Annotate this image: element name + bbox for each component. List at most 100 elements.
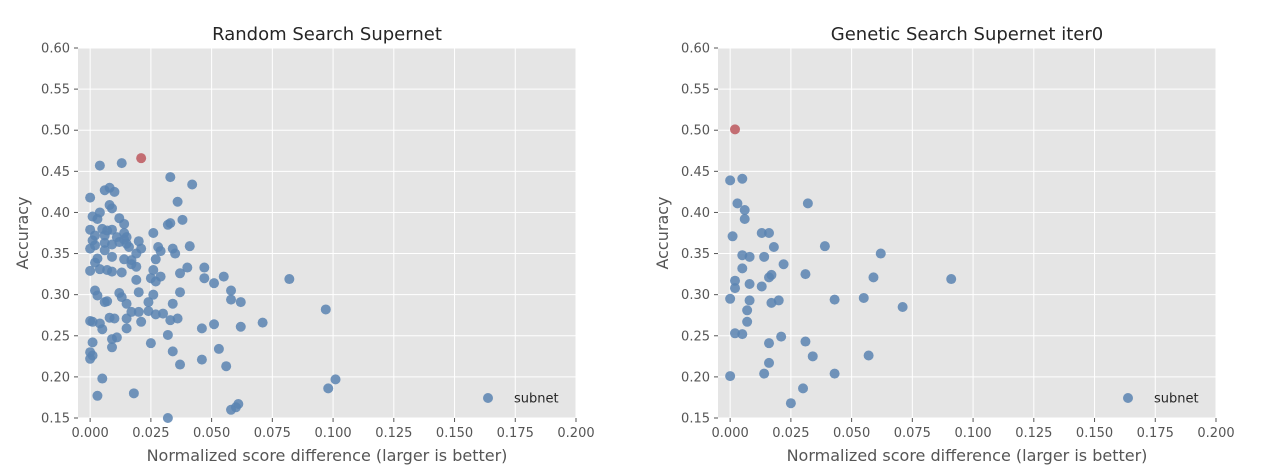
data-point <box>800 336 811 347</box>
y-tick-label: 0.35 <box>681 247 710 262</box>
y-tick-label: 0.55 <box>681 83 710 98</box>
data-point <box>768 241 779 252</box>
grid <box>78 47 577 419</box>
data-point <box>800 269 811 280</box>
highlight-point <box>730 124 741 135</box>
y-axis-label: Accuracy <box>13 196 32 269</box>
data-point <box>167 298 178 309</box>
x-tick-label: 0.100 <box>314 426 351 441</box>
data-point <box>196 323 207 334</box>
data-point <box>116 158 127 169</box>
data-point <box>99 245 110 256</box>
y-tick-label: 0.40 <box>681 206 710 221</box>
data-point <box>199 273 210 284</box>
data-point <box>776 331 787 342</box>
data-point <box>764 357 775 368</box>
chart-title: Random Search Supernet <box>212 24 442 45</box>
data-point <box>175 359 186 370</box>
data-point <box>744 251 755 262</box>
data-point <box>829 368 840 379</box>
data-point <box>802 198 813 209</box>
data-point <box>199 262 210 273</box>
data-point <box>116 267 127 278</box>
data-point <box>150 254 161 265</box>
data-point <box>732 198 743 209</box>
data-point <box>102 296 113 307</box>
x-tick-label: 0.075 <box>254 426 291 441</box>
y-tick-label: 0.60 <box>41 42 70 57</box>
data-point <box>184 241 195 252</box>
legend: subnet <box>1123 392 1199 407</box>
data-point <box>764 338 775 349</box>
data-point <box>868 272 879 283</box>
data-point <box>730 328 741 339</box>
data-point <box>148 228 159 238</box>
data-point <box>162 219 173 230</box>
data-point <box>107 266 118 277</box>
data-point <box>94 160 105 171</box>
data-point <box>742 316 753 327</box>
data-point <box>235 297 246 308</box>
highlight-point <box>136 153 147 164</box>
data-point <box>196 354 207 365</box>
data-point <box>148 265 159 275</box>
data-points <box>725 124 957 409</box>
y-tick-label: 0.25 <box>41 329 70 344</box>
legend-label: subnet <box>1154 392 1199 407</box>
data-point <box>737 173 748 184</box>
data-point <box>209 278 220 289</box>
legend-marker <box>1123 393 1133 403</box>
data-point <box>145 338 156 349</box>
data-point <box>109 186 120 197</box>
x-tick-label: 0.150 <box>1076 426 1113 441</box>
legend-label: subnet <box>514 392 559 407</box>
data-point <box>175 268 186 279</box>
data-point <box>85 265 96 276</box>
data-point <box>744 295 755 306</box>
data-point <box>742 305 753 316</box>
data-point <box>85 243 96 254</box>
chart-genetic-search: 0.000 0.025 0.050 0.075 0.100 0.125 0.150 0.175… <box>653 24 1235 465</box>
data-point <box>94 264 105 275</box>
data-point <box>897 302 908 312</box>
data-point <box>85 192 96 203</box>
data-point <box>759 368 770 379</box>
data-point <box>764 272 775 283</box>
data-point <box>165 172 176 183</box>
x-tick-label: 0.000 <box>72 426 109 441</box>
data-point <box>764 228 775 238</box>
legend-marker <box>483 393 493 403</box>
data-point <box>109 313 120 324</box>
y-tick-label: 0.60 <box>681 42 710 57</box>
data-point <box>858 292 869 303</box>
data-point <box>798 383 809 394</box>
data-point <box>182 262 193 273</box>
data-point <box>121 323 132 334</box>
data-point <box>221 361 232 372</box>
data-point <box>97 324 108 335</box>
y-tick-label: 0.45 <box>681 165 710 180</box>
y-tick-label: 0.50 <box>681 124 710 139</box>
data-points <box>85 153 341 423</box>
y-tick-label: 0.55 <box>41 83 70 98</box>
data-point <box>756 281 767 292</box>
data-point <box>107 224 118 235</box>
data-point <box>121 298 132 309</box>
data-point <box>226 285 237 296</box>
x-tick-label: 0.025 <box>132 426 169 441</box>
data-point <box>819 241 830 252</box>
y-tick-label: 0.25 <box>681 329 710 344</box>
data-point <box>863 350 874 361</box>
x-tick-label: 0.175 <box>497 426 534 441</box>
y-tick-label: 0.40 <box>41 206 70 221</box>
chart-title: Genetic Search Supernet iter0 <box>831 24 1103 45</box>
data-point <box>155 246 166 257</box>
data-point <box>124 241 135 252</box>
x-tick-label: 0.200 <box>557 426 594 441</box>
data-point <box>235 321 246 332</box>
data-point <box>330 374 341 385</box>
grid <box>718 47 1217 419</box>
data-point <box>778 259 789 270</box>
y-tick-label: 0.45 <box>41 165 70 180</box>
x-tick-label: 0.050 <box>833 426 870 441</box>
